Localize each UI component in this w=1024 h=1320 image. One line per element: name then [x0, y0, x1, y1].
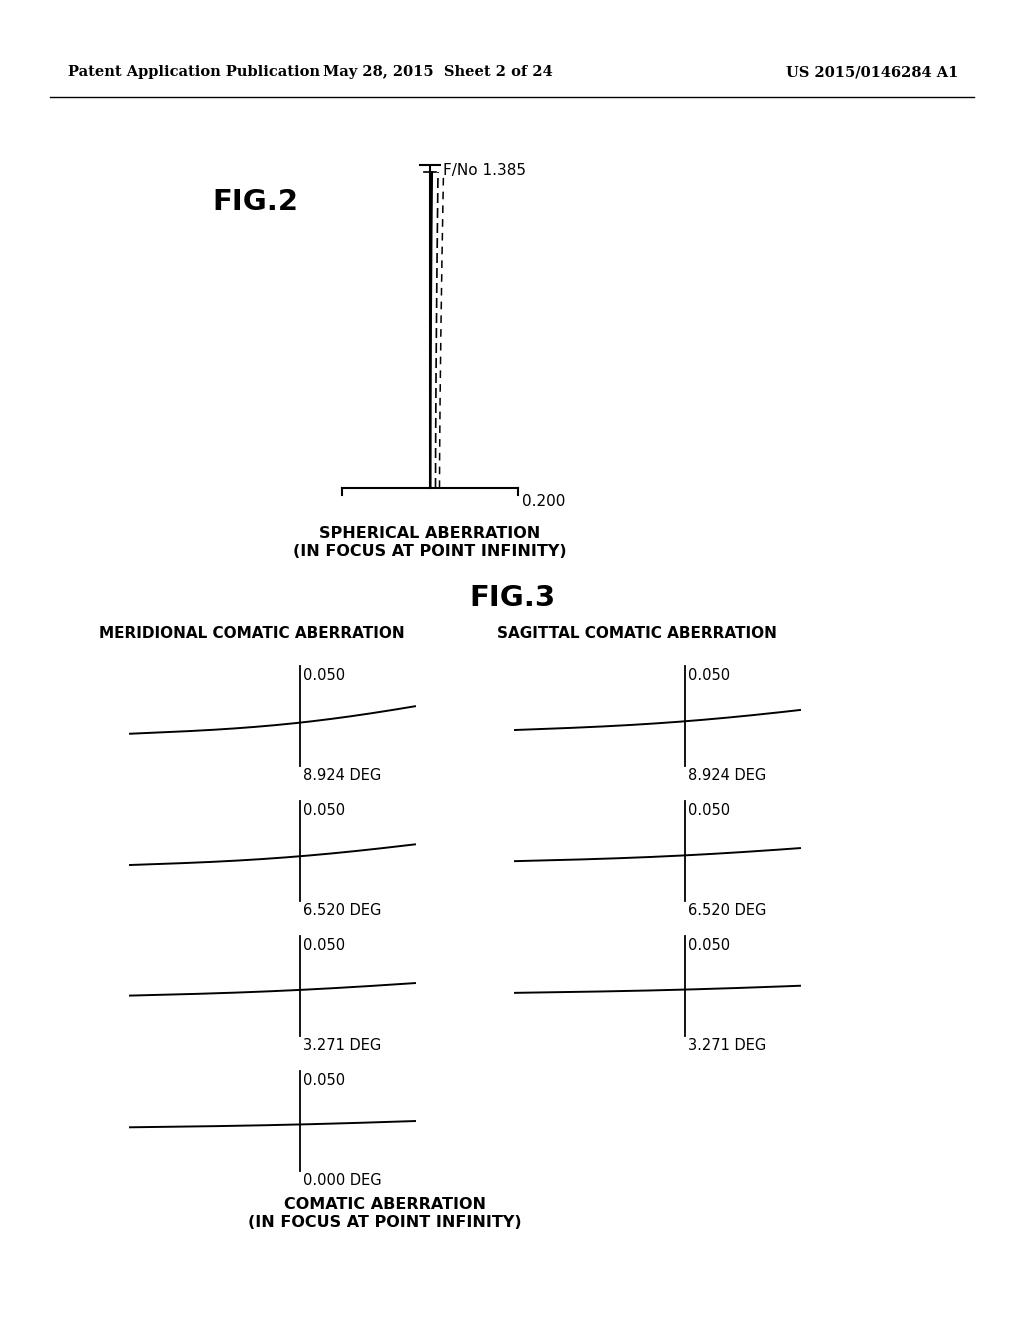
- Text: 0.050: 0.050: [688, 668, 730, 682]
- Text: 0.000 DEG: 0.000 DEG: [303, 1173, 382, 1188]
- Text: 3.271 DEG: 3.271 DEG: [303, 1038, 381, 1053]
- Text: 0.050: 0.050: [303, 668, 345, 682]
- Text: US 2015/0146284 A1: US 2015/0146284 A1: [785, 65, 958, 79]
- Text: 8.924 DEG: 8.924 DEG: [303, 768, 381, 783]
- Text: SPHERICAL ABERRATION: SPHERICAL ABERRATION: [319, 525, 541, 541]
- Text: Patent Application Publication: Patent Application Publication: [68, 65, 319, 79]
- Text: 6.520 DEG: 6.520 DEG: [688, 903, 766, 917]
- Text: 0.200: 0.200: [522, 494, 565, 510]
- Text: 0.050: 0.050: [688, 939, 730, 953]
- Text: 0.050: 0.050: [303, 939, 345, 953]
- Text: SAGITTAL COMATIC ABERRATION: SAGITTAL COMATIC ABERRATION: [497, 626, 777, 642]
- Text: 0.050: 0.050: [688, 803, 730, 818]
- Text: 8.924 DEG: 8.924 DEG: [688, 768, 766, 783]
- Text: May 28, 2015  Sheet 2 of 24: May 28, 2015 Sheet 2 of 24: [324, 65, 553, 79]
- Text: (IN FOCUS AT POINT INFINITY): (IN FOCUS AT POINT INFINITY): [293, 544, 567, 558]
- Text: COMATIC ABERRATION: COMATIC ABERRATION: [284, 1197, 486, 1212]
- Text: FIG.3: FIG.3: [469, 583, 555, 612]
- Text: 6.520 DEG: 6.520 DEG: [303, 903, 381, 917]
- Text: MERIDIONAL COMATIC ABERRATION: MERIDIONAL COMATIC ABERRATION: [99, 626, 404, 642]
- Text: 0.050: 0.050: [303, 1073, 345, 1088]
- Text: 0.050: 0.050: [303, 803, 345, 818]
- Text: FIG.2: FIG.2: [212, 187, 298, 216]
- Text: F/No 1.385: F/No 1.385: [443, 162, 526, 178]
- Text: (IN FOCUS AT POINT INFINITY): (IN FOCUS AT POINT INFINITY): [248, 1214, 522, 1230]
- Text: 3.271 DEG: 3.271 DEG: [688, 1038, 766, 1053]
